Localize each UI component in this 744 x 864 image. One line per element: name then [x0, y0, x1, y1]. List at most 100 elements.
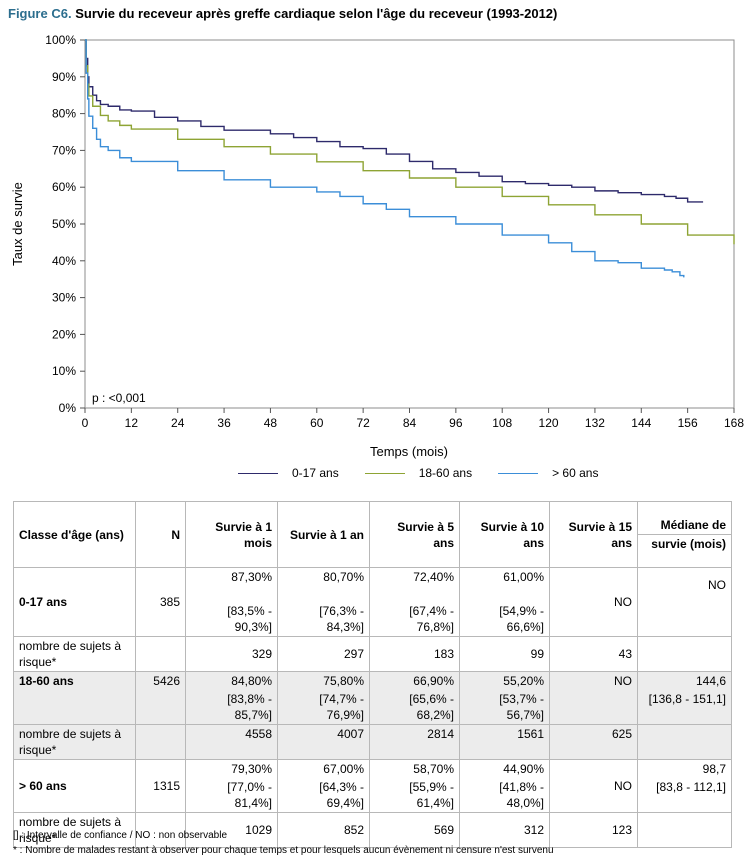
- x-axis-label: Temps (mois): [370, 444, 448, 459]
- series-line-18-60: [85, 39, 735, 245]
- cell-ci: [76,3% - 84,3%]: [277, 602, 370, 637]
- footnote-1: [] : Intervalle de confiance / NO : non …: [13, 830, 228, 841]
- x-tick-label: 72: [356, 416, 370, 430]
- figure-label: Figure C6.: [8, 6, 72, 21]
- x-tick-label: 132: [585, 416, 605, 430]
- cell-risk: 312: [459, 812, 550, 848]
- group-name-60-plus: > 60 ans: [13, 759, 136, 813]
- y-tick-label: 0%: [59, 401, 77, 415]
- cell-risk: 852: [277, 812, 370, 848]
- y-tick-label: 80%: [52, 107, 76, 121]
- survival-table: Classe d'âge (ans) N Survie à 1 mois Sur…: [13, 501, 732, 848]
- cell-survie: 84,80%: [185, 671, 278, 690]
- figure-title: Figure C6. Survie du receveur après gref…: [8, 6, 557, 21]
- risk-label: nombre de sujets à risque*: [13, 636, 136, 672]
- cell-survie: 58,70%: [369, 759, 460, 778]
- cell-empty: [637, 724, 732, 760]
- header-survie-5-ans: Survie à 5 ans: [369, 501, 460, 568]
- figure-title-text: Survie du receveur après greffe cardiaqu…: [75, 6, 558, 21]
- cell-empty: [135, 812, 186, 848]
- cell-mediane: 144,6: [637, 671, 732, 690]
- cell-survie: 44,90%: [459, 759, 550, 778]
- y-tick-label: 50%: [52, 217, 76, 231]
- table-row: 0-17 ans 385 87,30% 80,70% 72,40% 61,00%…: [13, 567, 732, 637]
- cell-ci: [77,0% - 81,4%]: [185, 778, 278, 813]
- header-classe: Classe d'âge (ans): [13, 501, 136, 568]
- y-tick-label: 60%: [52, 180, 76, 194]
- cell-risk: 297: [277, 636, 370, 672]
- cell-risk: 4558: [185, 724, 278, 760]
- y-tick-label: 20%: [52, 327, 76, 341]
- cell-survie-15: NO: [549, 759, 638, 813]
- cell-empty: [135, 636, 186, 672]
- table-row: [83,8% - 85,7%] [74,7% - 76,9%] [65,6% -…: [14, 690, 732, 725]
- cell-ci: [55,9% - 61,4%]: [369, 778, 460, 813]
- table-row: 18-60 ans 5426 84,80% 75,80% 66,90% 55,2…: [13, 671, 732, 725]
- cell-ci: [67,4% - 76,8%]: [369, 602, 460, 637]
- y-tick-label: 70%: [52, 143, 76, 157]
- table-row: > 60 ans 1315 79,30% 67,00% 58,70% 44,90…: [13, 759, 732, 813]
- cell-mediane-ci: [136,8 - 151,1]: [637, 690, 732, 725]
- cell-ci: [83,5% - 90,3%]: [185, 602, 278, 637]
- x-tick-label: 96: [449, 416, 463, 430]
- cell-survie: 80,70%: [277, 567, 370, 602]
- cell-survie: 55,20%: [459, 671, 550, 690]
- x-tick-label: 156: [678, 416, 698, 430]
- cell-survie: 79,30%: [185, 759, 278, 778]
- risk-label: nombre de sujets à risque*: [13, 812, 136, 848]
- cell-empty: [637, 812, 732, 848]
- series-line-0-17: [85, 39, 704, 203]
- risk-label: nombre de sujets à risque*: [13, 724, 136, 760]
- y-tick-label: 40%: [52, 254, 76, 268]
- cell-survie: 72,40%: [369, 567, 460, 602]
- cell-ci: [65,6% - 68,2%]: [369, 690, 460, 725]
- y-tick-label: 30%: [52, 291, 76, 305]
- cell-empty: [637, 636, 732, 672]
- cell-risk: 183: [369, 636, 460, 672]
- table-row: [77,0% - 81,4%] [64,3% - 69,4%] [55,9% -…: [14, 778, 732, 813]
- header-survie-1-an: Survie à 1 an: [277, 501, 370, 568]
- cell-empty: [135, 724, 186, 760]
- cell-ci: [74,7% - 76,9%]: [277, 690, 370, 725]
- header-survie-15-ans: Survie à 15 ans: [549, 501, 638, 568]
- cell-survie: 66,90%: [369, 671, 460, 690]
- x-tick-label: 48: [264, 416, 278, 430]
- header-mediane-top: Médiane de: [637, 501, 732, 535]
- cell-survie: 61,00%: [459, 567, 550, 602]
- group-name-0-17: 0-17 ans: [13, 567, 136, 637]
- y-tick-label: 100%: [45, 33, 76, 47]
- group-n-0-17: 385: [135, 567, 186, 637]
- header-mediane-bottom: survie (mois): [637, 534, 732, 568]
- cell-risk: 1029: [185, 812, 278, 848]
- cell-survie-15: NO: [549, 671, 638, 725]
- cell-survie: 87,30%: [185, 567, 278, 602]
- cell-risk: 43: [549, 636, 638, 672]
- cell-ci: [83,8% - 85,7%]: [185, 690, 278, 725]
- footnote-2: * : Nombre de malades restant à observer…: [13, 845, 554, 856]
- cell-risk: 1561: [459, 724, 550, 760]
- series-line-60-plus: [85, 39, 685, 278]
- x-tick-label: 12: [125, 416, 139, 430]
- legend-label-60-plus: > 60 ans: [552, 466, 599, 480]
- cell-ci: [41,8% - 48,0%]: [459, 778, 550, 813]
- x-tick-label: 0: [82, 416, 89, 430]
- cell-survie: 75,80%: [277, 671, 370, 690]
- cell-mediane: NO: [637, 567, 732, 602]
- header-survie-10-ans: Survie à 10 ans: [459, 501, 550, 568]
- x-tick-label: 60: [310, 416, 324, 430]
- x-tick-label: 120: [539, 416, 559, 430]
- legend-swatch-18-60: [364, 472, 405, 474]
- cell-risk: 569: [369, 812, 460, 848]
- table-header-row-1: Classe d'âge (ans) N Survie à 1 mois Sur…: [13, 501, 732, 568]
- header-survie-1-mois: Survie à 1 mois: [185, 501, 278, 568]
- cell-risk: 329: [185, 636, 278, 672]
- legend-swatch-60-plus: [498, 472, 539, 474]
- plot-frame: [84, 39, 735, 409]
- survival-chart: 0% 10% 20% 30% 40% 50% 60% 70% 80% 90% 100% 0 12 24 3…: [10, 33, 744, 459]
- cell-risk: 2814: [369, 724, 460, 760]
- legend-item-60-plus: > 60 ans: [498, 466, 598, 480]
- cell-ci: [64,3% - 69,4%]: [277, 778, 370, 813]
- cell-survie-15: NO: [549, 567, 638, 637]
- group-n-18-60: 5426: [135, 671, 186, 725]
- table-row: nombre de sujets à risque* 1029 852 569 …: [13, 812, 732, 848]
